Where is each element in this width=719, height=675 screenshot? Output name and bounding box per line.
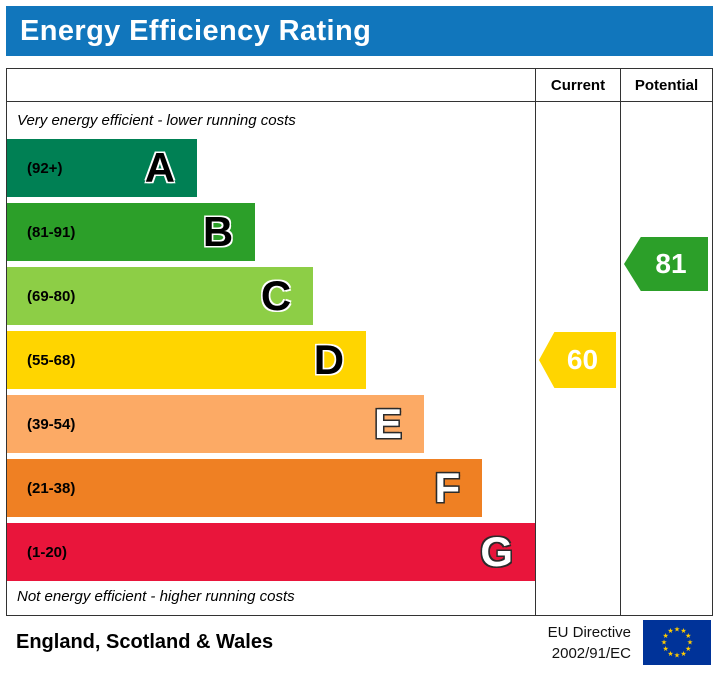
svg-text:★: ★ [680, 627, 686, 635]
band-range: (21-38) [27, 479, 76, 497]
eu-directive-line2: 2002/91/EC [551, 644, 631, 662]
chart-body: Very energy efficient - lower running co… [7, 102, 712, 615]
eu-flag-icon: ★ ★ ★ ★ ★ ★ ★ ★ ★ ★ ★ ★ [643, 620, 711, 665]
top-note: Very energy efficient - lower running co… [17, 112, 296, 129]
footer-right: EU Directive 2002/91/EC ★ ★ ★ ★ ★ ★ ★ ★ … [548, 620, 711, 665]
band-letter: F [434, 464, 461, 511]
band-row-b: (81-91) B [7, 203, 535, 261]
title-bar: Energy Efficiency Rating [6, 6, 713, 56]
current-value: 60 [566, 344, 599, 375]
footer: England, Scotland & Wales EU Directive 2… [6, 616, 713, 669]
svg-text:★: ★ [663, 645, 669, 653]
band-row-c: (69-80) C [7, 267, 535, 325]
page-title: Energy Efficiency Rating [20, 14, 372, 47]
band-row-a: (92+) A [7, 139, 535, 197]
band-plot-area: Very energy efficient - lower running co… [7, 102, 535, 615]
band-letter: G [480, 528, 513, 575]
svg-text:★: ★ [687, 639, 693, 647]
band-bar-a: (92+) A [7, 139, 198, 197]
current-column-header: Current [535, 69, 620, 101]
svg-text:★: ★ [667, 650, 673, 658]
band-bar-d: (55-68) D [7, 331, 367, 389]
band-range: (81-91) [27, 223, 76, 241]
svg-text:★: ★ [685, 645, 691, 653]
band-row-g: (1-20) G [7, 523, 535, 581]
potential-column-header: Potential [620, 69, 712, 101]
energy-rating-chart: Current Potential Very energy efficient … [6, 68, 713, 616]
band-letter: B [202, 208, 234, 255]
svg-text:★: ★ [680, 650, 686, 658]
band-bar-c: (69-80) C [7, 267, 314, 325]
band-bar-f: (21-38) F [7, 459, 483, 517]
band-bar-e: (39-54) E [7, 395, 425, 453]
bottom-note: Not energy efficient - higher running co… [17, 588, 295, 605]
band-range: (69-80) [27, 287, 76, 305]
bands: (92+) A (81-91) B (69-80) C [7, 139, 535, 587]
band-range: (39-54) [27, 415, 76, 433]
band-row-d: (55-68) D [7, 331, 535, 389]
potential-value: 81 [655, 248, 687, 279]
band-letter: A [144, 144, 176, 191]
svg-text:★: ★ [685, 632, 691, 640]
band-letter: C [260, 272, 292, 319]
band-range: (1-20) [27, 543, 68, 561]
header-spacer [7, 69, 535, 101]
svg-text:★: ★ [674, 626, 680, 634]
chart-header: Current Potential [7, 69, 712, 102]
band-row-f: (21-38) F [7, 459, 535, 517]
band-range: (55-68) [27, 351, 76, 369]
band-row-e: (39-54) E [7, 395, 535, 453]
svg-text:★: ★ [663, 632, 669, 640]
eu-directive-text: EU Directive 2002/91/EC [548, 622, 631, 664]
band-range: (92+) [27, 159, 63, 177]
band-bar-g: (1-20) G [7, 523, 535, 581]
current-arrow: 60 [539, 332, 616, 388]
svg-text:★: ★ [674, 652, 680, 660]
band-letter: D [313, 336, 345, 383]
eu-flag-stars: ★ ★ ★ ★ ★ ★ ★ ★ ★ ★ ★ ★ [661, 626, 693, 660]
band-bar-b: (81-91) B [7, 203, 256, 261]
potential-arrow: 81 [624, 237, 708, 291]
potential-column: 81 [620, 102, 712, 615]
eu-directive-line1: EU Directive [547, 623, 631, 641]
band-letter: E [374, 400, 403, 447]
footer-region: England, Scotland & Wales [16, 631, 274, 653]
svg-text:★: ★ [661, 639, 667, 647]
svg-text:★: ★ [667, 627, 673, 635]
current-column: 60 [535, 102, 620, 615]
